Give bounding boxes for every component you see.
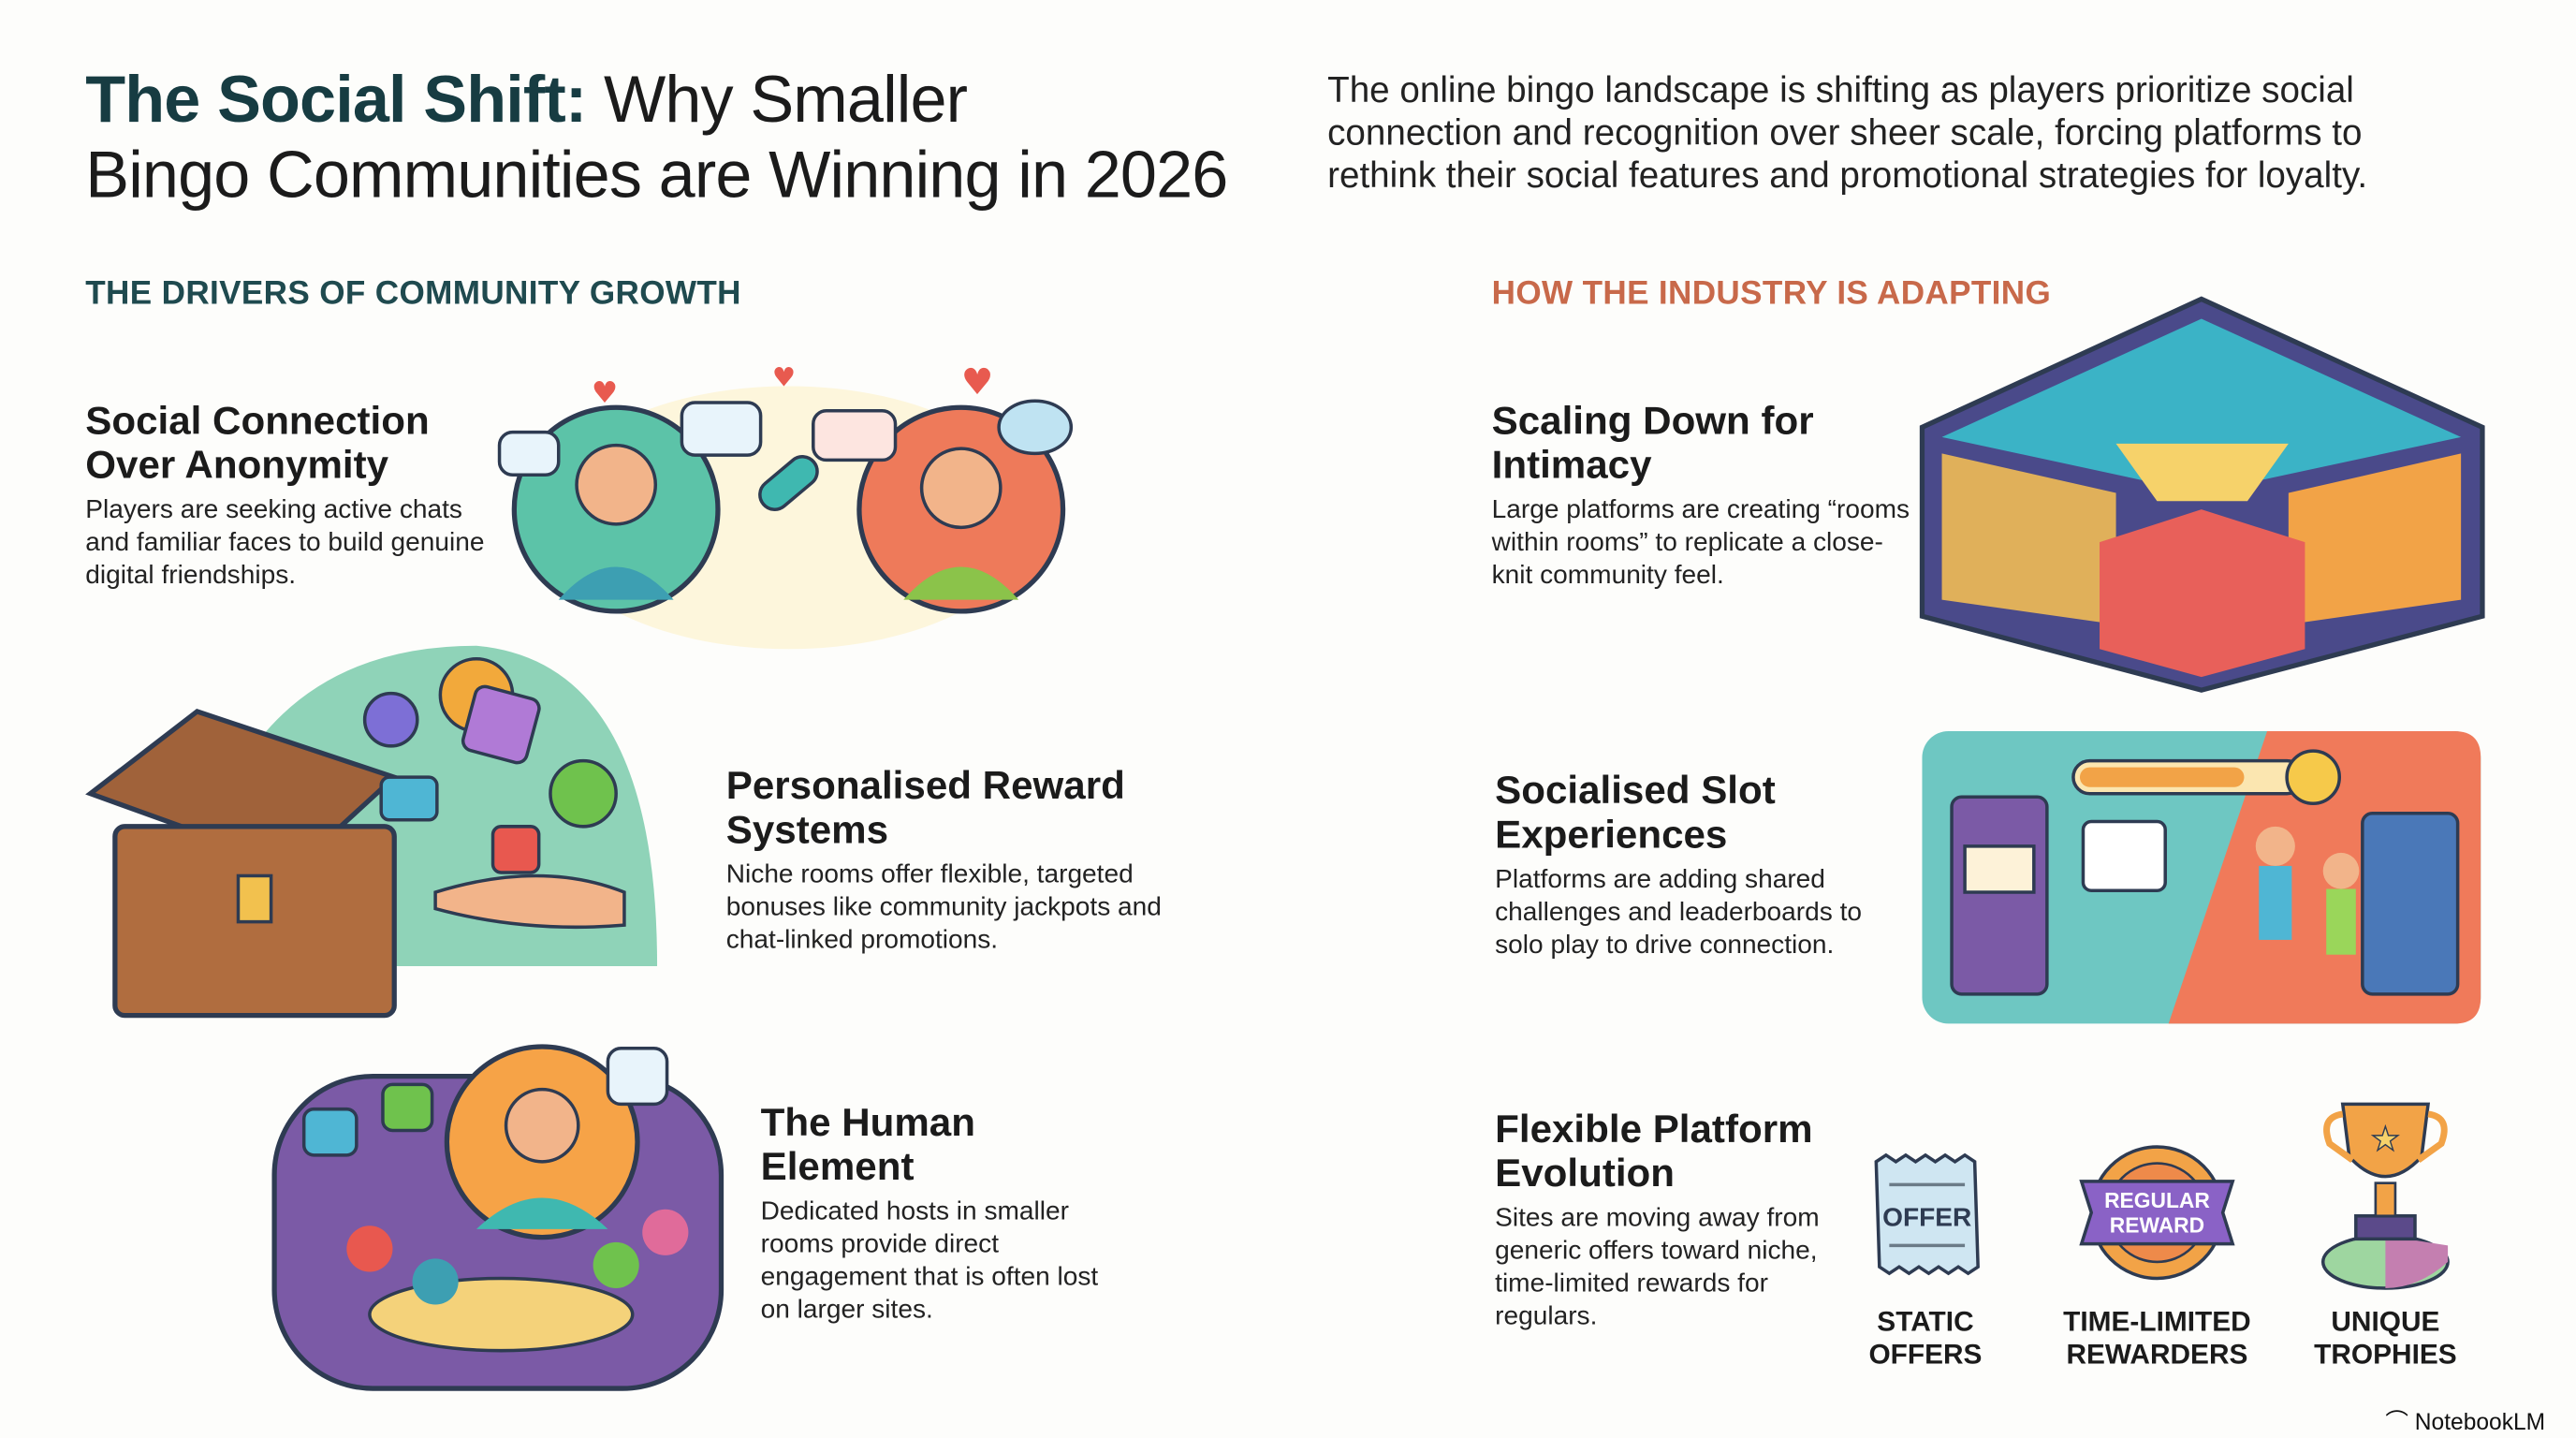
two-friends-chat-link-icon: ♥ ♥ ♥ xyxy=(497,361,1074,650)
adapt-scaling-down: Scaling Down for Intimacy Large platform… xyxy=(1491,399,1910,591)
driver-human-element: The Human Element Dedicated hosts in sma… xyxy=(760,1100,1099,1325)
adapt-flexible-evolution: Flexible Platform Evolution Sites are mo… xyxy=(1495,1107,1820,1331)
svg-text:♥: ♥ xyxy=(772,361,796,392)
brand-logo: ⌒ NotebookLM xyxy=(2385,1408,2546,1435)
badge-icon: REGULAR REWARD xyxy=(2079,1145,2235,1281)
right-section-heading: HOW THE INDUSTRY IS ADAPTING xyxy=(1491,275,2052,313)
svg-text:★: ★ xyxy=(2371,1121,2400,1159)
evolution-label-unique-trophies: UNIQUE TROPHIES xyxy=(2314,1306,2457,1371)
treasure-chest-icon xyxy=(85,645,658,1019)
hexagon-rooms-icon xyxy=(1919,296,2485,693)
ticket-icon: OFFER xyxy=(1874,1152,1980,1276)
evolution-label-time-limited: TIME-LIMITED REWARDERS xyxy=(2063,1306,2251,1371)
evolution-label-static: STATIC OFFERS xyxy=(1868,1306,1983,1371)
svg-text:REWARD: REWARD xyxy=(2110,1212,2204,1237)
driver-social-connection: Social Connection Over Anonymity Players… xyxy=(85,399,485,591)
left-section-heading: THE DRIVERS OF COMMUNITY GROWTH xyxy=(85,275,741,313)
host-with-community-icon xyxy=(271,1044,724,1391)
page-title: The Social Shift: Why Smaller Bingo Commu… xyxy=(85,64,1228,213)
svg-text:REGULAR: REGULAR xyxy=(2104,1188,2210,1212)
intro-text: The online bingo landscape is shifting a… xyxy=(1327,68,2368,196)
driver-personalised-rewards: Personalised Reward Systems Niche rooms … xyxy=(725,764,1162,955)
svg-text:OFFER: OFFER xyxy=(1882,1202,1971,1231)
adapt-socialised-slots: Socialised Slot Experiences Platforms ar… xyxy=(1495,769,1863,960)
notebooklm-icon: ⌒ xyxy=(2385,1408,2415,1435)
slot-machine-celebration-icon xyxy=(1922,731,2481,1024)
trophy-icon: ★ xyxy=(2320,1102,2450,1290)
svg-text:♥: ♥ xyxy=(961,361,994,404)
svg-text:♥: ♥ xyxy=(592,376,618,410)
